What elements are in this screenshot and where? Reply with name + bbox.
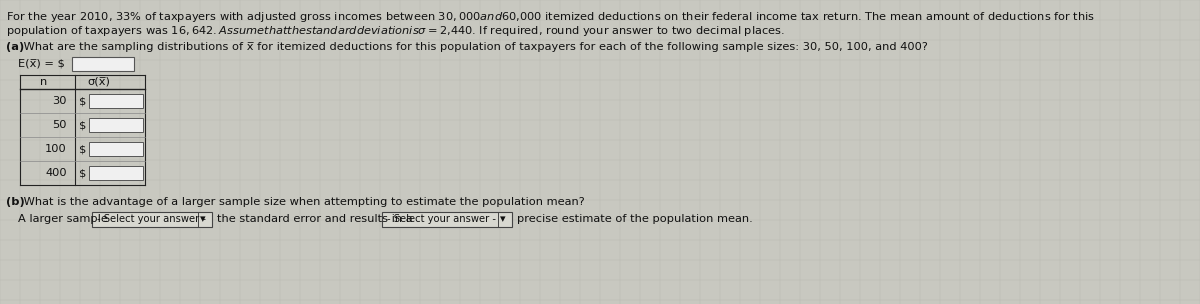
Text: (b): (b) (6, 197, 25, 207)
Bar (89, 94, 143, 108)
Text: - Select your answer -: - Select your answer - (97, 214, 206, 224)
Text: precise estimate of the population mean.: precise estimate of the population mean. (517, 214, 752, 224)
Text: σ(x̅): σ(x̅) (88, 77, 110, 87)
Bar (89, 166, 143, 180)
Text: the standard error and results in a: the standard error and results in a (217, 214, 413, 224)
Bar (72, 57, 134, 71)
Text: 50: 50 (53, 120, 67, 130)
Text: What is the advantage of a larger sample size when attempting to estimate the po: What is the advantage of a larger sample… (20, 197, 584, 207)
Text: A larger sample: A larger sample (18, 214, 108, 224)
Text: E(x̅) = $: E(x̅) = $ (18, 59, 65, 69)
Text: population of taxpayers was $16,642. Assume that the standard deviation is σ = $: population of taxpayers was $16,642. Ass… (6, 24, 785, 38)
Text: ▾: ▾ (500, 214, 505, 224)
Text: 400: 400 (46, 168, 67, 178)
Text: - Select your answer -: - Select your answer - (386, 214, 496, 224)
Text: ▾: ▾ (200, 214, 205, 224)
Text: n: n (40, 77, 47, 87)
Text: (a): (a) (6, 42, 24, 52)
Text: 30: 30 (53, 96, 67, 106)
Text: $: $ (79, 120, 86, 130)
Text: For the year 2010, 33% of taxpayers with adjusted gross incomes between $30,000 : For the year 2010, 33% of taxpayers with… (6, 10, 1096, 24)
Bar (89, 118, 143, 132)
Text: 100: 100 (46, 144, 67, 154)
Text: $: $ (79, 96, 86, 106)
Text: What are the sampling distributions of x̅ for itemized deductions for this popul: What are the sampling distributions of x… (20, 42, 928, 52)
Text: $: $ (79, 168, 86, 178)
Bar (92, 212, 212, 227)
Bar (382, 212, 512, 227)
Text: $: $ (79, 144, 86, 154)
Bar (89, 142, 143, 156)
